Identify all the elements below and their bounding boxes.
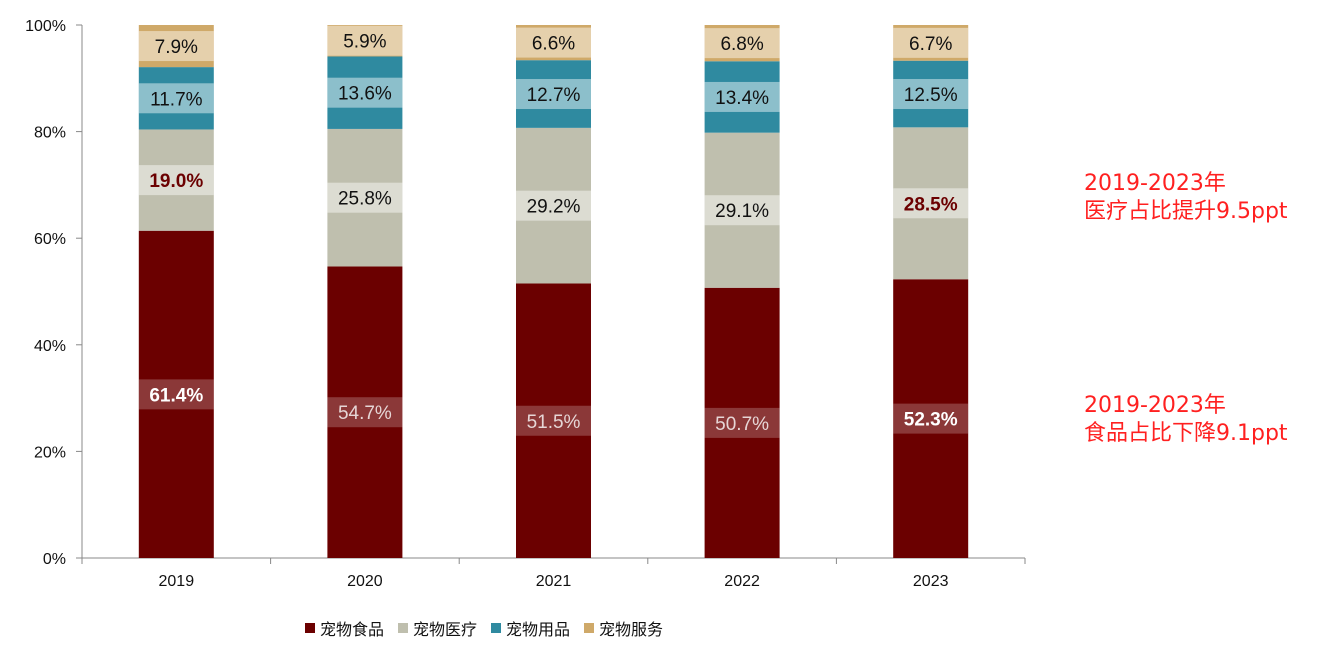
legend-item-services: 宠物服务	[584, 616, 663, 640]
bar-segment	[138, 25, 214, 68]
data-label-box	[138, 83, 214, 114]
bar-segment	[138, 230, 214, 558]
bar-segment	[893, 25, 969, 61]
data-label-box	[327, 77, 403, 108]
x-tick-label: 2020	[347, 573, 383, 590]
bar-segment	[516, 25, 591, 61]
legend: 宠物食品 宠物医疗 宠物用品 宠物服务	[305, 616, 663, 640]
data-label-box	[516, 405, 591, 436]
bar-segment	[327, 128, 403, 267]
legend-swatch-medical	[398, 623, 409, 633]
bar-segment	[516, 60, 591, 128]
x-tick-label: 2021	[536, 573, 572, 590]
legend-label-supplies: 宠物用品	[506, 620, 571, 639]
legend-swatch-services	[584, 623, 595, 633]
legend-item-supplies: 宠物用品	[491, 616, 570, 640]
bar-segment	[704, 287, 780, 558]
data-label-box	[704, 28, 780, 59]
y-tick-label: 20%	[34, 444, 66, 461]
data-label: 13.6%	[338, 84, 392, 105]
legend-label-medical: 宠物医疗	[413, 620, 478, 639]
data-label: 6.8%	[720, 34, 763, 55]
x-tick-label: 2022	[724, 573, 760, 590]
bar-segment	[893, 127, 969, 280]
bar-segment	[516, 127, 591, 284]
data-label-box	[704, 81, 780, 112]
bar-segment	[516, 283, 591, 558]
data-label: 52.3%	[904, 410, 958, 431]
data-label: 13.4%	[715, 88, 769, 109]
data-label-box	[516, 27, 591, 58]
data-label: 5.9%	[343, 32, 386, 53]
x-tick-label: 2019	[159, 573, 195, 590]
data-label-box	[138, 165, 214, 196]
data-label: 6.6%	[532, 34, 575, 55]
legend-item-medical: 宠物医疗	[398, 616, 477, 640]
data-label-box	[704, 407, 780, 438]
data-label-box	[138, 31, 214, 62]
x-tick-label: 2023	[913, 573, 949, 590]
annotation-medical: 2019-2023年 医疗占比提升9.5ppt	[1084, 170, 1288, 226]
bar-segment	[704, 25, 780, 62]
y-tick-label: 0%	[43, 551, 66, 568]
data-label: 12.5%	[904, 85, 958, 106]
data-label: 50.7%	[715, 414, 769, 435]
data-label: 28.5%	[904, 194, 958, 215]
bar-segment	[704, 61, 780, 133]
data-label-box	[327, 397, 403, 428]
legend-swatch-supplies	[491, 623, 502, 633]
data-label-box	[516, 190, 591, 221]
data-label-box	[327, 25, 403, 56]
legend-label-services: 宠物服务	[599, 620, 664, 639]
data-label-box	[327, 182, 403, 213]
legend-label-food: 宠物食品	[320, 620, 385, 639]
y-tick-label: 100%	[25, 18, 66, 35]
bar-segment	[327, 25, 403, 57]
y-tick-label: 60%	[34, 231, 66, 248]
bar-segment	[893, 279, 969, 558]
data-label: 61.4%	[149, 385, 203, 406]
data-label-box	[704, 195, 780, 226]
data-label: 12.7%	[527, 85, 581, 106]
y-tick-label: 80%	[34, 125, 66, 142]
annotation-medical-line2: 医疗占比提升9.5ppt	[1084, 199, 1288, 224]
data-label-box	[893, 403, 969, 434]
bar-segment	[327, 56, 403, 129]
data-label: 7.9%	[155, 37, 198, 58]
bar-segment	[138, 67, 214, 130]
annotation-medical-line1: 2019-2023年	[1084, 171, 1226, 196]
bar-segment	[704, 132, 780, 288]
bar-segment	[893, 60, 969, 128]
data-label-box	[516, 79, 591, 110]
data-label: 11.7%	[150, 89, 203, 110]
annotation-food-line1: 2019-2023年	[1084, 393, 1226, 418]
data-label-box	[893, 79, 969, 110]
data-label-box	[893, 188, 969, 219]
annotation-food: 2019-2023年 食品占比下降9.1ppt	[1084, 392, 1288, 448]
data-label-box	[893, 27, 969, 58]
legend-item-food: 宠物食品	[305, 616, 384, 640]
data-label: 51.5%	[527, 412, 581, 433]
bar-segment	[138, 129, 214, 231]
annotation-food-line2: 食品占比下降9.1ppt	[1084, 421, 1288, 446]
data-label: 54.7%	[338, 403, 392, 424]
bar-segment	[327, 266, 403, 558]
data-label: 6.7%	[909, 34, 952, 55]
data-label: 19.0%	[149, 171, 203, 192]
data-label: 29.2%	[527, 197, 581, 218]
data-label: 25.8%	[338, 189, 392, 210]
y-tick-label: 40%	[34, 338, 66, 355]
data-label: 29.1%	[715, 201, 769, 222]
legend-swatch-food	[305, 623, 315, 633]
data-label-box	[138, 379, 214, 410]
